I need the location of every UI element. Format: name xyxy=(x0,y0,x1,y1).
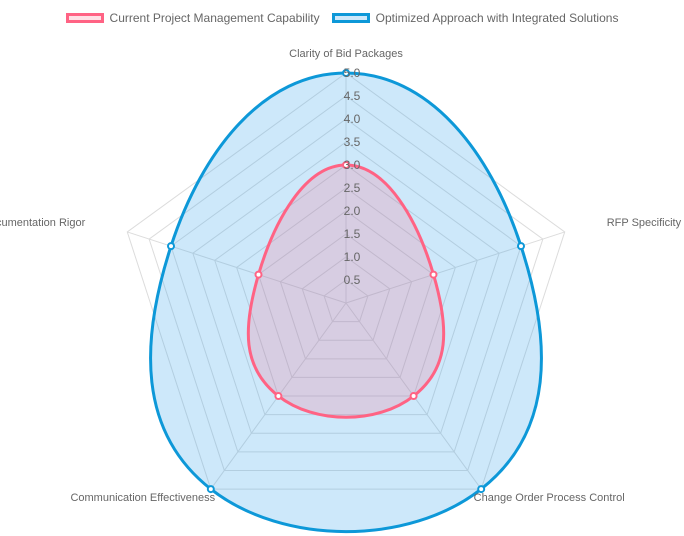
tick-label-2.0: 2.0 xyxy=(344,204,361,218)
series-point-optimized-4 xyxy=(206,485,215,494)
tick-label-3.0: 3.0 xyxy=(344,158,361,172)
grid-ring-8 xyxy=(170,118,522,453)
series-point-optimized-5 xyxy=(167,242,176,251)
tick-label-3.5: 3.5 xyxy=(344,135,361,149)
grid-ring-7 xyxy=(192,141,500,434)
grid-ring-3 xyxy=(279,233,413,360)
grid-spoke-2 xyxy=(345,231,565,304)
axis-label-2: RFP Specificity xyxy=(607,217,682,229)
tick-label-5.0: 5.0 xyxy=(344,66,361,80)
grid-ring-10 xyxy=(126,72,566,490)
radar-axis-labels: Clarity of Bid Packages RFP Specificity Ch… xyxy=(0,48,682,504)
legend-swatch-optimized xyxy=(331,13,370,23)
legend-label-optimized: Optimized Approach with Integrated Solut… xyxy=(375,11,619,25)
legend-swatch-current xyxy=(65,13,104,23)
legend-label-current: Current Project Management Capability xyxy=(109,11,320,25)
legend-item-current[interactable]: Current Project Management Capability xyxy=(65,11,320,25)
axis-label-1: Clarity of Bid Packages xyxy=(289,48,403,60)
series-point-current-4 xyxy=(274,392,283,401)
grid-ring-6 xyxy=(214,164,478,416)
grid-spoke-5 xyxy=(127,231,347,304)
radar-series xyxy=(149,69,543,534)
series-point-optimized-3 xyxy=(477,485,486,494)
series-point-optimized-1 xyxy=(342,69,350,77)
grid-ring-5 xyxy=(236,187,456,397)
axis-label-4: Communication Effectiveness xyxy=(70,492,215,504)
tick-label-1.0: 1.0 xyxy=(344,250,361,264)
legend-item-optimized[interactable]: Optimized Approach with Integrated Solut… xyxy=(331,11,619,25)
axis-label-5: Documentation Rigor xyxy=(0,217,86,229)
tick-label-2.5: 2.5 xyxy=(344,181,361,195)
tick-label-4.5: 4.5 xyxy=(344,89,361,103)
series-area-optimized xyxy=(149,71,543,534)
chart-legend: Current Project Management Capability Op… xyxy=(0,8,684,28)
grid-ring-4 xyxy=(257,210,435,378)
series-point-optimized-2 xyxy=(516,242,525,251)
grid-ring-1 xyxy=(323,279,369,323)
series-point-current-2 xyxy=(429,270,438,279)
grid-ring-2 xyxy=(301,256,391,341)
series-area-current xyxy=(246,163,446,419)
tick-label-4.0: 4.0 xyxy=(344,112,361,126)
radar-ticks: 0.5 1.0 1.5 2.0 2.5 3.0 3.5 4.0 4.5 5.0 xyxy=(344,66,361,287)
tick-label-0.5: 0.5 xyxy=(344,273,361,287)
series-point-current-1 xyxy=(342,161,350,169)
series-point-current-3 xyxy=(409,392,418,401)
series-point-current-5 xyxy=(254,270,263,279)
tick-label-1.5: 1.5 xyxy=(344,227,361,241)
axis-label-3: Change Order Process Control xyxy=(474,492,625,504)
